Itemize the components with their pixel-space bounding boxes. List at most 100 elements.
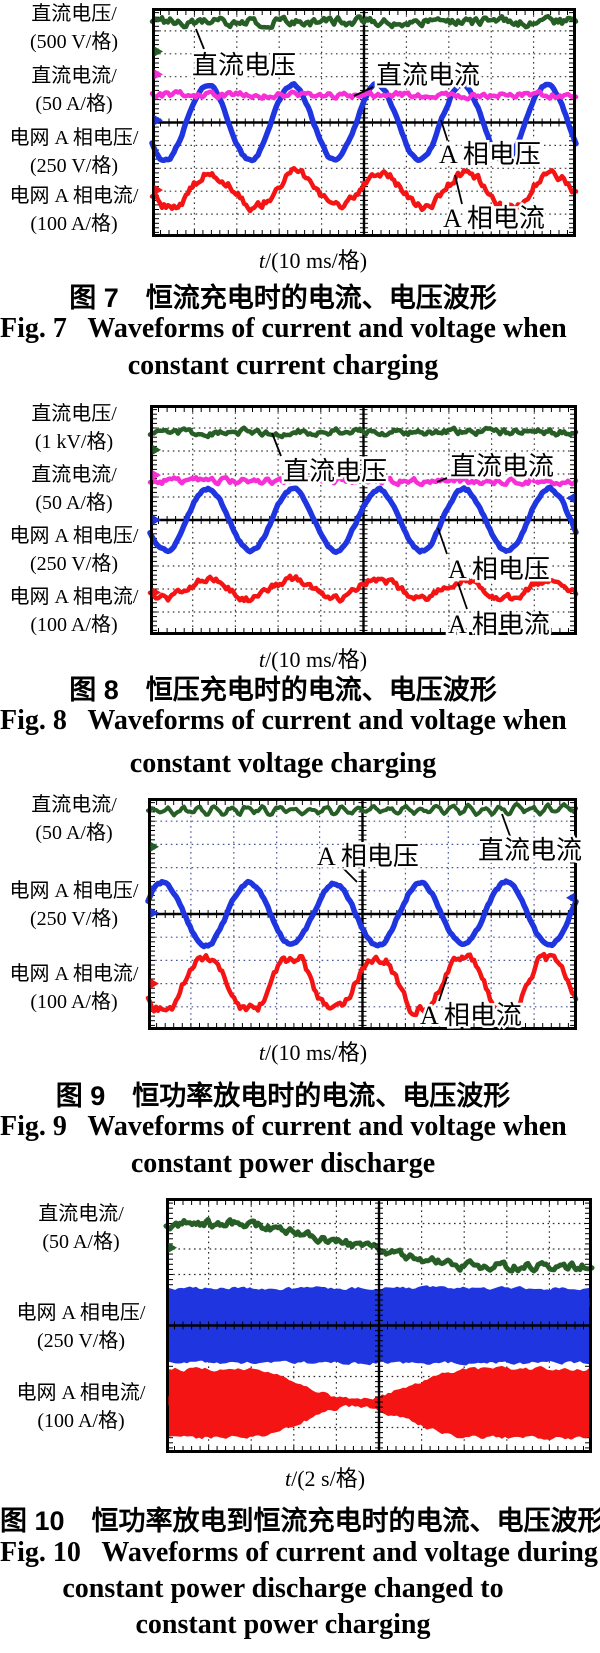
y-axis-label-group: 直流电流/ (50 A/格): [0, 791, 148, 847]
y-axis-label-group: 电网 A 相电压/ (250 V/格): [0, 124, 148, 180]
channel-marker: [152, 587, 161, 598]
scope-center-cross: [152, 8, 576, 237]
y-axis-label-scale: (250 V/格): [30, 553, 118, 575]
figure-caption-en: Fig. 9 Waveforms of current and voltage …: [0, 1111, 567, 1142]
y-axis-label-scale: (100 A/格): [30, 991, 118, 1013]
x-axis-variable: t: [258, 248, 266, 273]
y-axis-label-scale: (50 A/格): [35, 93, 113, 115]
x-axis-variable: t: [258, 647, 266, 672]
annotation-label: A 相电流: [448, 610, 550, 639]
channel-marker: [152, 515, 161, 525]
x-axis-unit: /(10 ms/格): [265, 248, 368, 273]
channel-marker: [154, 115, 163, 126]
y-axis-label-name: 直流电流/: [31, 794, 117, 816]
x-axis-unit: /(10 ms/格): [265, 1040, 368, 1065]
annotation-label: 直流电压: [192, 51, 296, 80]
annotation-pointer-line: [271, 432, 282, 457]
channel-marker: [152, 444, 161, 455]
oscilloscope-screen-fig8: 直流电压 直流电流 A 相电压 A 相电流: [147, 405, 579, 642]
scope-border: [166, 1198, 592, 1453]
annotation-label: A 相电压: [448, 555, 550, 584]
scope-border: [152, 8, 576, 237]
scope-center-cross: [166, 1198, 592, 1453]
y-axis-label-name: 电网 A 相电流/: [9, 185, 139, 207]
annotation-label: A 相电压: [317, 842, 419, 871]
annotation-pointer-line: [454, 174, 463, 205]
annotation-label: A 相电流: [420, 1001, 522, 1030]
trace-dc-current: [147, 475, 579, 488]
scope-border: [150, 405, 577, 635]
y-axis-label-scale: (500 V/格): [30, 31, 118, 53]
x-axis-label: t/(10 ms/格): [259, 1035, 367, 1067]
annotation-label: A 相电流: [443, 204, 545, 233]
y-axis-label-name: 直流电压/: [31, 403, 117, 425]
y-axis-label-name: 电网 A 相电压/: [9, 525, 139, 547]
y-axis-label-scale: (250 V/格): [30, 155, 118, 177]
y-axis-label-group: 电网 A 相电流/ (100 A/格): [0, 1379, 162, 1435]
trace-dc-voltage: [149, 13, 579, 30]
annotation-pointer-line: [437, 527, 448, 555]
y-axis-label-scale: (250 V/格): [30, 908, 118, 930]
y-axis-label-group: 直流电流/ (50 A/格): [0, 62, 148, 118]
figure-caption-zh: 图 9 恒功率放电时的电流、电压波形: [55, 1081, 511, 1111]
annotation-pointer-line: [501, 813, 511, 837]
y-axis-label-group: 电网 A 相电流/ (100 A/格): [0, 182, 148, 238]
x-axis-label: t/(2 s/格): [285, 1461, 365, 1493]
x-axis-label: t/(10 ms/格): [259, 642, 367, 674]
figure-caption-en: constant voltage charging: [129, 748, 437, 779]
trace-dc-current: [146, 802, 578, 818]
annotation-label: 直流电流: [478, 836, 582, 865]
trace-phase-a-voltage: [149, 80, 579, 165]
annotation-pointer-line: [436, 477, 448, 483]
y-axis-label-name: 直流电流/: [38, 1203, 124, 1225]
channel-marker: [566, 892, 575, 903]
y-axis-label-group: 直流电压/ (500 V/格): [0, 0, 148, 56]
y-axis-label-group: 电网 A 相电流/ (100 A/格): [0, 960, 148, 1016]
figure-caption-en: constant power charging: [135, 1609, 431, 1640]
y-axis-label-group: 电网 A 相电压/ (250 V/格): [0, 877, 148, 933]
annotation-pointer-line: [440, 119, 449, 143]
x-axis-unit: /(2 s/格): [291, 1466, 366, 1491]
annotation-pointer-line: [353, 86, 374, 97]
scope-border: [148, 798, 577, 1030]
y-axis-label-scale: (50 A/格): [35, 492, 113, 514]
y-axis-label-name: 电网 A 相电压/: [16, 1302, 146, 1324]
annotation-pointer-line: [438, 976, 448, 1002]
y-axis-label-group: 电网 A 相电压/ (250 V/格): [0, 1299, 162, 1355]
x-axis-variable: t: [284, 1466, 292, 1491]
trace-phase-a-current: [149, 166, 579, 214]
y-axis-label-group: 电网 A 相电压/ (250 V/格): [0, 522, 148, 578]
y-axis-label-scale: (100 A/格): [30, 213, 118, 235]
x-axis-variable: t: [258, 1040, 266, 1065]
y-axis-label-scale: (50 A/格): [42, 1231, 120, 1253]
channel-marker: [150, 907, 159, 918]
y-axis-label-name: 电网 A 相电流/: [9, 586, 139, 608]
channel-marker: [168, 1395, 177, 1406]
figure-caption-zh: 图 8 恒压充电时的电流、电压波形: [69, 675, 497, 705]
y-axis-label-scale: (100 A/格): [30, 614, 118, 636]
figure-caption-zh: 图 10 恒功率放电到恒流充电时的电流、电压波形: [0, 1506, 600, 1536]
figure-caption-en: constant power discharge: [130, 1148, 436, 1179]
annotation-label: 直流电流: [450, 452, 554, 481]
oscilloscope-screen-fig9: A 相电压 直流电流 A 相电流: [145, 798, 585, 1033]
channel-marker: [154, 185, 163, 196]
y-axis-label-scale: (1 kV/格): [34, 431, 114, 453]
y-axis-label-group: 直流电流/ (50 A/格): [0, 1200, 162, 1256]
trace-phase-a-current: [147, 573, 579, 604]
annotation-label: A 相电压: [439, 140, 541, 169]
y-axis-label-scale: (100 A/格): [37, 1410, 125, 1432]
trace-dc-current: [149, 89, 579, 102]
annotation-pointer-line: [457, 582, 468, 610]
trace-dc-voltage: [147, 425, 579, 440]
figure-caption-zh: 图 7 恒流充电时的电流、电压波形: [69, 283, 497, 313]
y-axis-label-scale: (250 V/格): [37, 1330, 125, 1352]
scope-center-cross: [148, 798, 577, 1030]
oscilloscope-screen-fig10: [163, 1198, 595, 1453]
y-axis-label-group: 电网 A 相电流/ (100 A/格): [0, 583, 148, 639]
y-axis-label-name: 电网 A 相电流/: [16, 1382, 146, 1404]
channel-marker: [154, 46, 163, 57]
y-axis-label-name: 电网 A 相电流/: [9, 963, 139, 985]
channel-marker: [150, 841, 159, 852]
trace-phase-a-current: [145, 951, 579, 1018]
